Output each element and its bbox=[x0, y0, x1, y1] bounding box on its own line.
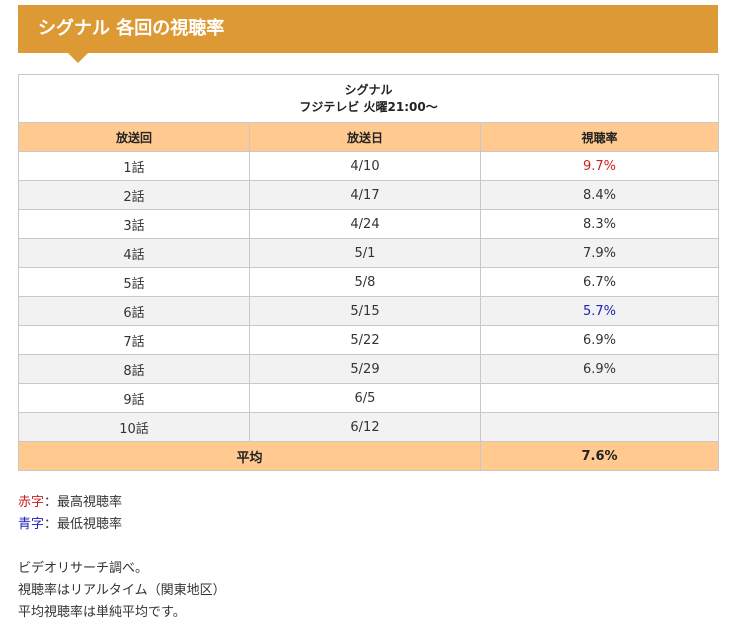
header-date: 放送日 bbox=[249, 122, 481, 152]
date-cell: 5/22 bbox=[249, 325, 481, 355]
episode-cell: 7話 bbox=[18, 325, 250, 355]
rating-cell: 6.7% bbox=[479, 267, 720, 297]
table-row: 4話 5/1 7.9% bbox=[18, 238, 720, 268]
rating-cell: 6.9% bbox=[479, 354, 720, 384]
legend-high-label: 赤字 bbox=[18, 495, 45, 510]
date-cell: 4/17 bbox=[249, 180, 481, 210]
spacer bbox=[18, 536, 226, 558]
note-average: 平均視聴率は単純平均です。 bbox=[18, 605, 186, 620]
table-row: 2話 4/17 8.4% bbox=[18, 180, 720, 210]
title-arrow-decoration bbox=[68, 53, 88, 63]
table-caption: シグナル フジテレビ 火曜21:00〜 bbox=[17, 74, 720, 123]
notes: 赤字：最高視聴率 青字：最低視聴率 ビデオリサーチ調べ。 視聴率はリアルタイム（… bbox=[18, 492, 226, 624]
episode-cell: 5話 bbox=[18, 267, 250, 297]
page-title: シグナル 各回の視聴率 bbox=[18, 5, 718, 53]
rating-cell bbox=[479, 412, 720, 442]
episode-cell: 10話 bbox=[18, 412, 250, 442]
ratings-table: シグナル フジテレビ 火曜21:00〜 放送回 放送日 視聴率 1話 4/10 9.… bbox=[17, 74, 720, 471]
episode-cell: 4話 bbox=[18, 238, 250, 268]
rating-cell: 5.7% bbox=[479, 296, 720, 326]
legend-high-text: ：最高視聴率 bbox=[44, 495, 123, 510]
rating-cell: 9.7% bbox=[479, 151, 720, 181]
rating-cell: 8.4% bbox=[479, 180, 720, 210]
date-cell: 5/8 bbox=[249, 267, 481, 297]
table-row: 10話 6/12 bbox=[18, 412, 720, 442]
table-row: 8話 5/29 6.9% bbox=[18, 354, 720, 384]
date-cell: 6/12 bbox=[249, 412, 481, 442]
rating-cell: 8.3% bbox=[479, 209, 720, 239]
table-header-row: 放送回 放送日 視聴率 bbox=[18, 122, 720, 152]
note-source: ビデオリサーチ調べ。 bbox=[18, 561, 149, 576]
average-label: 平均 bbox=[18, 441, 481, 471]
legend-high: 赤字：最高視聴率 bbox=[18, 492, 226, 514]
episode-cell: 3話 bbox=[18, 209, 250, 239]
header-episode: 放送回 bbox=[18, 122, 250, 152]
table-row: 7話 5/22 6.9% bbox=[18, 325, 720, 355]
table-row: 1話 4/10 9.7% bbox=[18, 151, 720, 181]
legend-low: 青字：最低視聴率 bbox=[18, 514, 226, 536]
date-cell: 5/15 bbox=[249, 296, 481, 326]
table-row: 9話 6/5 bbox=[18, 383, 720, 413]
date-cell: 4/10 bbox=[249, 151, 481, 181]
date-cell: 5/29 bbox=[249, 354, 481, 384]
table-row: 3話 4/24 8.3% bbox=[18, 209, 720, 239]
header-rating: 視聴率 bbox=[479, 122, 720, 152]
episode-cell: 1話 bbox=[18, 151, 250, 181]
legend-low-label: 青字 bbox=[18, 517, 45, 532]
episode-cell: 6話 bbox=[18, 296, 250, 326]
date-cell: 6/5 bbox=[249, 383, 481, 413]
table-caption-subtitle: フジテレビ 火曜21:00〜 bbox=[299, 99, 438, 114]
table-caption-title: シグナル bbox=[344, 82, 393, 97]
average-row: 平均 7.6% bbox=[18, 441, 720, 471]
legend-low-text: ：最低視聴率 bbox=[44, 517, 123, 532]
rating-cell: 6.9% bbox=[479, 325, 720, 355]
rating-cell: 7.9% bbox=[479, 238, 720, 268]
date-cell: 4/24 bbox=[249, 209, 481, 239]
table-row: 6話 5/15 5.7% bbox=[18, 296, 720, 326]
episode-cell: 9話 bbox=[18, 383, 250, 413]
date-cell: 5/1 bbox=[249, 238, 481, 268]
average-value: 7.6% bbox=[479, 441, 720, 471]
rating-cell bbox=[479, 383, 720, 413]
note-realtime: 視聴率はリアルタイム（関東地区） bbox=[18, 583, 226, 598]
episode-cell: 2話 bbox=[18, 180, 250, 210]
table-row: 5話 5/8 6.7% bbox=[18, 267, 720, 297]
episode-cell: 8話 bbox=[18, 354, 250, 384]
